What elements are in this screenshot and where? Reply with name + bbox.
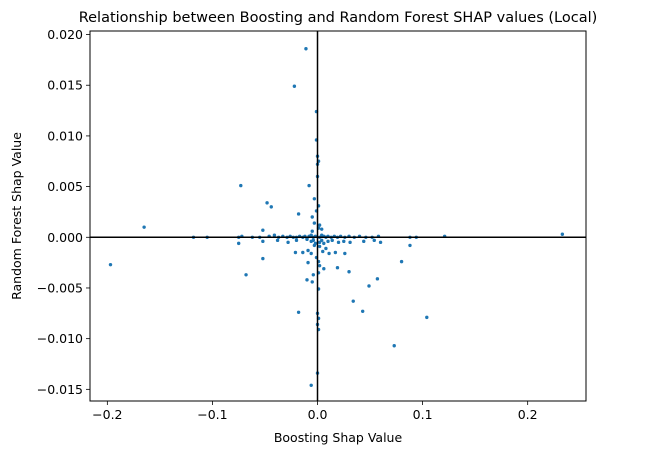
data-point — [320, 238, 324, 243]
data-point — [360, 309, 365, 313]
data-point — [265, 201, 269, 205]
data-point — [310, 215, 314, 219]
data-point — [301, 250, 305, 255]
data-point — [261, 239, 265, 244]
x-tick-label: −0.1 — [197, 407, 227, 422]
data-point — [322, 267, 326, 271]
data-point — [312, 243, 317, 248]
x-tick-label: 0.2 — [518, 407, 538, 422]
x-axis-ticks: −0.2 −0.1 0.0 0.1 0.2 — [92, 401, 538, 422]
data-point — [392, 344, 396, 348]
data-point — [309, 233, 313, 237]
data-point — [335, 266, 340, 270]
data-point — [304, 47, 308, 51]
y-tick-label: 0.000 — [47, 230, 83, 245]
data-point — [236, 241, 241, 246]
data-point — [425, 315, 429, 320]
data-point — [309, 383, 313, 387]
data-point — [261, 256, 265, 261]
data-point — [317, 223, 322, 227]
data-point — [261, 228, 265, 232]
y-axis-ticks: −0.015 −0.010 −0.005 0.000 0.005 0.010 0.015 0.… — [37, 27, 90, 397]
data-point — [348, 240, 352, 245]
data-point — [311, 273, 316, 277]
data-point — [142, 225, 146, 229]
data-point — [321, 249, 325, 254]
data-point — [326, 239, 330, 244]
data-point — [306, 260, 310, 265]
data-point — [286, 240, 290, 245]
data-point — [317, 240, 322, 245]
data-point — [296, 310, 301, 314]
data-point — [378, 240, 383, 245]
data-point — [333, 250, 338, 255]
data-point — [305, 278, 309, 282]
data-point — [322, 241, 326, 246]
data-point — [293, 250, 298, 255]
x-tick-label: −0.2 — [92, 407, 122, 422]
data-point — [269, 205, 273, 209]
data-point — [309, 251, 313, 256]
y-tick-label: 0.010 — [47, 128, 83, 143]
y-tick-label: 0.020 — [47, 27, 83, 42]
data-point — [292, 84, 297, 88]
data-point — [239, 183, 243, 188]
data-point — [244, 273, 248, 277]
data-point — [311, 238, 316, 243]
data-point — [351, 299, 355, 303]
data-point — [275, 238, 280, 243]
data-point — [307, 183, 311, 188]
data-point — [327, 251, 331, 256]
x-tick-label: 0.1 — [413, 407, 433, 422]
data-point — [560, 232, 565, 236]
data-point — [310, 229, 314, 233]
y-tick-label: 0.005 — [47, 179, 83, 194]
data-point — [294, 238, 299, 243]
data-point — [312, 197, 317, 201]
data-point — [343, 251, 347, 256]
y-axis-label: Random Forest Shap Value — [9, 132, 24, 300]
data-point — [372, 238, 376, 243]
y-tick-label: 0.015 — [47, 78, 83, 93]
y-tick-label: −0.015 — [37, 382, 83, 397]
data-point — [408, 243, 412, 248]
data-point — [330, 238, 334, 243]
data-point — [317, 263, 322, 268]
y-tick-label: −0.005 — [37, 280, 83, 295]
data-point — [108, 262, 113, 267]
data-point — [312, 221, 317, 225]
plot-frame — [89, 30, 587, 402]
data-points — [108, 47, 565, 387]
data-point — [336, 240, 341, 245]
data-point — [324, 246, 328, 251]
chart-title: Relationship between Boosting and Random… — [79, 10, 598, 26]
data-point — [296, 212, 301, 216]
data-point — [305, 237, 309, 242]
reference-lines — [90, 31, 586, 401]
data-point — [306, 248, 310, 253]
data-point — [367, 284, 371, 288]
data-point — [320, 227, 324, 231]
data-point — [272, 233, 277, 237]
data-point — [310, 280, 314, 284]
data-point — [399, 259, 404, 264]
data-point — [362, 239, 366, 244]
data-point — [375, 277, 380, 281]
data-point — [342, 239, 346, 244]
y-tick-label: −0.010 — [37, 331, 83, 346]
x-axis-label: Boosting Shap Value — [274, 430, 403, 445]
data-point — [347, 270, 351, 274]
data-point — [317, 244, 322, 249]
x-tick-label: 0.0 — [308, 407, 328, 422]
